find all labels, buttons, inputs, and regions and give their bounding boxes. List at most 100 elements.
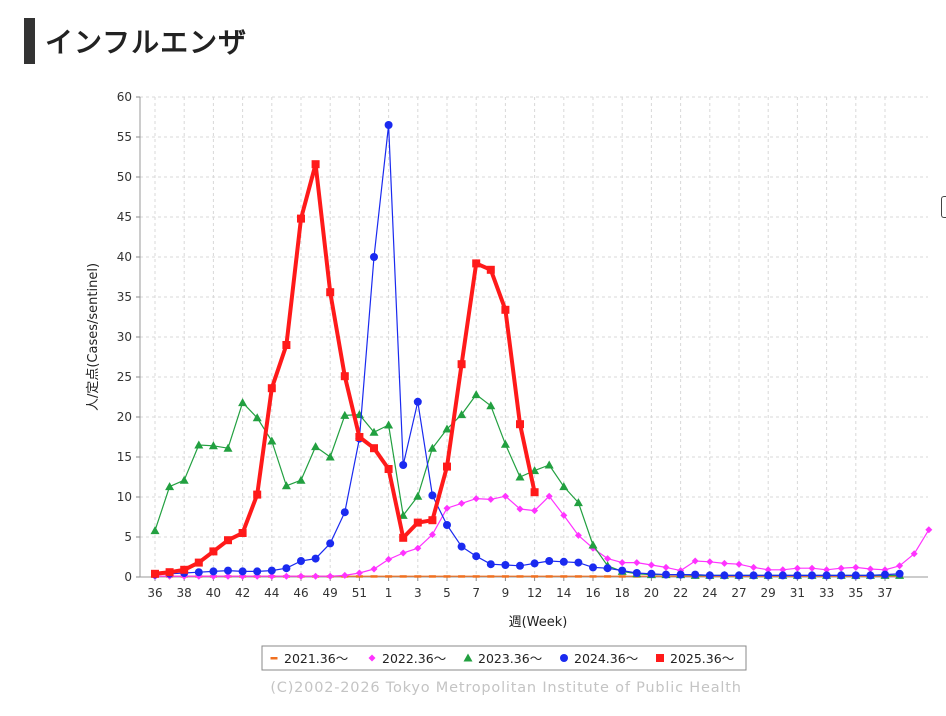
y-tick-label: 40: [117, 250, 132, 264]
y-tick-label: 5: [124, 530, 132, 544]
data-point: [574, 531, 582, 539]
data-point: [165, 482, 175, 491]
data-point: [720, 571, 729, 580]
data-point: [194, 440, 204, 449]
data-point: [735, 560, 743, 568]
data-point: [297, 557, 305, 565]
data-point: [910, 550, 918, 558]
data-point: [224, 566, 232, 575]
data-point: [458, 499, 466, 507]
data-point: [676, 570, 685, 579]
data-point: [793, 564, 801, 572]
y-tick-label: 10: [117, 490, 132, 504]
data-point: [457, 410, 467, 419]
x-axis-title: 週(Week): [509, 615, 568, 630]
data-point: [633, 559, 641, 567]
data-point: [574, 575, 582, 578]
data-point: [385, 555, 393, 563]
data-point: [413, 518, 422, 527]
x-tick-label: 22: [673, 586, 688, 600]
data-point: [749, 571, 758, 580]
x-tick-label: 44: [264, 586, 279, 600]
data-point: [881, 570, 889, 579]
data-point: [428, 575, 436, 578]
data-point: [413, 491, 423, 500]
data-point: [457, 360, 466, 369]
x-tick-label: 37: [877, 586, 892, 600]
x-tick-label: 51: [352, 586, 367, 600]
data-point: [545, 492, 553, 500]
data-point: [238, 529, 247, 537]
data-point: [384, 420, 394, 429]
data-point: [895, 569, 904, 578]
series-line: [154, 124, 900, 577]
data-point: [326, 288, 335, 297]
legend-label: 2025.36～: [670, 651, 734, 666]
data-point: [852, 563, 860, 571]
x-tick-label: 16: [585, 586, 600, 600]
data-point: [399, 549, 407, 557]
data-point: [428, 531, 436, 539]
x-tick-label: 9: [502, 586, 510, 600]
data-point: [589, 563, 597, 572]
data-point: [516, 575, 524, 578]
x-tick-label: 1: [385, 586, 393, 600]
data-point: [427, 443, 437, 452]
x-tick-label: 5: [443, 586, 451, 600]
data-point: [268, 572, 276, 580]
data-point: [370, 253, 378, 261]
data-point: [384, 465, 393, 473]
x-tick-label: 31: [790, 586, 805, 600]
data-point: [851, 571, 860, 580]
data-point: [270, 657, 278, 660]
data-point: [194, 568, 203, 577]
x-tick-label: 33: [819, 586, 834, 600]
data-point: [325, 452, 335, 461]
data-point: [486, 401, 496, 410]
x-tick-label: 27: [731, 586, 746, 600]
y-tick-label: 55: [117, 130, 132, 144]
x-tick-label: 35: [848, 586, 863, 600]
legend: 2021.36～ 2022.36～ 2023.36～ 2024.36～ 2025.36～: [261, 645, 747, 671]
data-point: [793, 571, 802, 580]
y-tick-label: 20: [117, 410, 132, 424]
data-point: [486, 265, 495, 274]
gridlines: [140, 96, 928, 577]
x-tick-label: 42: [235, 586, 250, 600]
x-tick-label: 24: [702, 586, 717, 600]
data-point: [823, 566, 831, 574]
data-point: [604, 575, 612, 578]
plot-area: [140, 97, 928, 577]
data-point: [385, 575, 393, 578]
data-point: [735, 571, 743, 580]
data-point: [398, 510, 408, 519]
series-2022: [151, 492, 933, 580]
data-point: [253, 490, 262, 499]
x-tick-label: 7: [472, 586, 480, 600]
data-point: [355, 569, 363, 577]
data-point: [151, 569, 159, 578]
data-point: [413, 397, 422, 406]
data-point: [472, 259, 481, 268]
data-point: [530, 559, 539, 568]
data-point: [822, 571, 831, 580]
data-point: [223, 443, 233, 452]
data-point: [866, 571, 875, 580]
data-point: [896, 562, 904, 570]
data-point: [632, 569, 641, 577]
data-point: [574, 558, 583, 567]
data-point: [165, 568, 174, 577]
data-point: [618, 566, 627, 575]
data-point: [340, 508, 349, 517]
x-tick-label: 18: [615, 586, 630, 600]
data-point: [457, 542, 466, 551]
x-tick-label: 20: [644, 586, 659, 600]
data-point: [442, 424, 452, 433]
data-point: [544, 460, 554, 469]
y-tick-label: 50: [117, 170, 132, 184]
series-2025: [151, 160, 539, 578]
y-tick-label: 60: [117, 90, 132, 104]
data-point: [662, 563, 670, 571]
data-point: [618, 559, 626, 567]
